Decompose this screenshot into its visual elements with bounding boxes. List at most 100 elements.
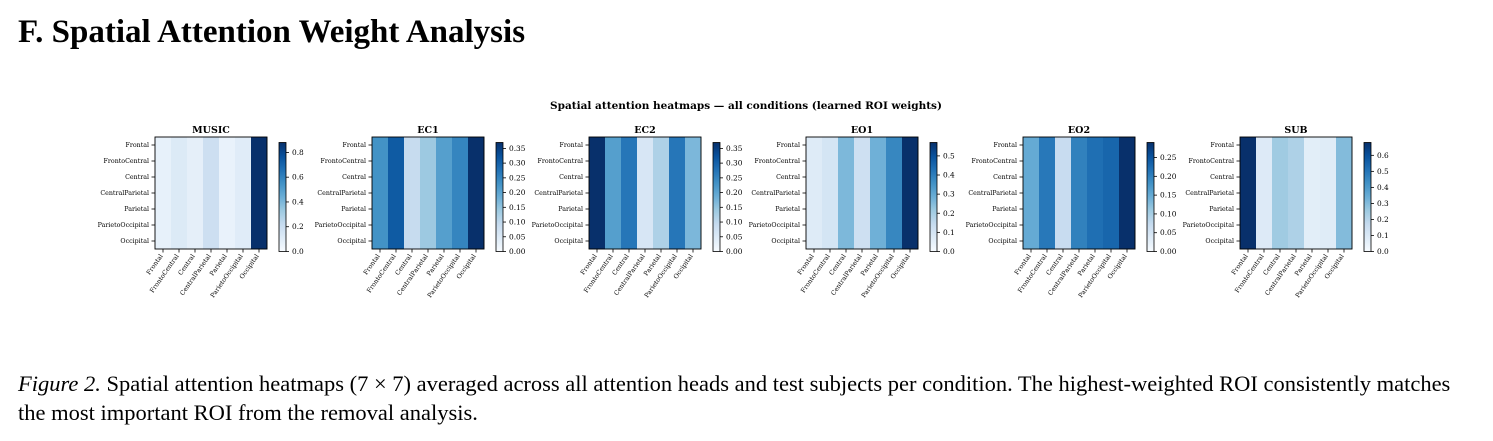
heatmap-cell <box>1087 233 1104 250</box>
heatmap-cell <box>1023 153 1040 170</box>
heatmap-cell <box>838 185 855 202</box>
heatmap-cell <box>822 201 839 218</box>
heatmap-cell <box>902 201 919 218</box>
heatmap-cell <box>219 201 236 218</box>
heatmap-cell <box>589 169 606 186</box>
heatmap-cell <box>685 233 702 250</box>
heatmap-cell <box>902 137 919 154</box>
heatmap-cell <box>685 137 702 154</box>
heatmap-cell <box>605 201 622 218</box>
figure-title: Spatial attention heatmaps — all conditi… <box>550 100 942 112</box>
heatmap-cell <box>388 185 405 202</box>
y-tick-label: ParietoOccipital <box>749 222 800 229</box>
heatmap-cell <box>1055 201 1072 218</box>
heatmap-cell <box>1272 137 1289 154</box>
panel-title: EC2 <box>634 125 655 136</box>
heatmap-cell <box>621 153 638 170</box>
colorbar-tick-label: 0.10 <box>1160 209 1177 218</box>
heatmap-panel-music: MUSIC Frontal FrontoCentral Central CentralP… <box>98 125 304 299</box>
heatmap-cell <box>203 153 220 170</box>
heatmap-cell <box>806 233 823 250</box>
heatmap-cell <box>854 153 871 170</box>
heatmap-cell <box>1336 201 1353 218</box>
heatmap-cell <box>372 233 389 250</box>
heatmap-cell <box>251 201 268 218</box>
heatmap-cell <box>902 169 919 186</box>
heatmap-cell <box>1304 217 1321 234</box>
heatmap-cell <box>669 185 686 202</box>
heatmap-cell <box>589 153 606 170</box>
heatmap-cell <box>806 137 823 154</box>
heatmap-cell <box>822 169 839 186</box>
heatmap-cell <box>1055 169 1072 186</box>
heatmap-cell <box>1119 137 1136 154</box>
y-tick-label: Occipital <box>988 238 1017 245</box>
y-tick-label: Frontal <box>776 142 800 149</box>
colorbar-tick-label: 0.15 <box>509 203 526 212</box>
heatmap-cell <box>155 233 172 250</box>
heatmap-cell <box>1320 201 1337 218</box>
y-tick-label: CentralParietal <box>751 190 800 197</box>
heatmap-cell <box>1039 233 1056 250</box>
heatmap-cell <box>1039 169 1056 186</box>
heatmap-cell <box>1103 185 1120 202</box>
heatmap-cell <box>637 201 654 218</box>
heatmap-cell <box>806 153 823 170</box>
heatmap-cell <box>1304 185 1321 202</box>
colorbar-tick-label: 0.05 <box>509 232 526 241</box>
heatmap-cell <box>838 201 855 218</box>
heatmap-cell <box>420 217 437 234</box>
heatmap-cell <box>1103 153 1120 170</box>
heatmap-cell <box>886 137 903 154</box>
heatmap-cell <box>838 169 855 186</box>
heatmap-cell <box>1023 169 1040 186</box>
heatmap-cell <box>637 153 654 170</box>
heatmap-cell <box>452 233 469 250</box>
heatmap-cell <box>388 137 405 154</box>
heatmap-cell <box>653 217 670 234</box>
heatmap-cell <box>452 153 469 170</box>
panel-title: EO1 <box>851 125 873 136</box>
heatmap-cell <box>203 233 220 250</box>
heatmap-cell <box>886 169 903 186</box>
heatmap-cell <box>155 201 172 218</box>
heatmap-cell <box>1039 153 1056 170</box>
heatmap-cell <box>1336 137 1353 154</box>
heatmap-cell <box>1240 153 1257 170</box>
heatmap-cell <box>822 217 839 234</box>
colorbar-tick-label: 0.4 <box>943 171 955 180</box>
y-tick-label: CentralParietal <box>534 190 583 197</box>
heatmap-cell <box>1288 169 1305 186</box>
heatmap-cell <box>1336 153 1353 170</box>
heatmap-cell <box>669 137 686 154</box>
heatmap-cell <box>1240 217 1257 234</box>
panel-title: EO2 <box>1068 125 1090 136</box>
heatmap-cell <box>219 233 236 250</box>
heatmap-cell <box>637 233 654 250</box>
y-tick-label: CentralParietal <box>317 190 366 197</box>
heatmap-cell <box>1071 217 1088 234</box>
heatmap-cell <box>219 153 236 170</box>
heatmap-cell <box>436 217 453 234</box>
colorbar-tick-label: 0.25 <box>726 173 743 182</box>
heatmap-cell <box>621 201 638 218</box>
heatmap-cell <box>589 137 606 154</box>
heatmap-cell <box>388 169 405 186</box>
heatmap-cell <box>1320 233 1337 250</box>
heatmap-cell <box>653 201 670 218</box>
colorbar <box>1146 142 1155 252</box>
heatmap-cell <box>404 169 421 186</box>
heatmap-cell <box>1023 233 1040 250</box>
heatmap-cell <box>187 169 204 186</box>
heatmap-cell <box>902 185 919 202</box>
colorbar-tick-label: 0.2 <box>292 222 304 231</box>
heatmap-cell <box>1103 217 1120 234</box>
heatmap-cell <box>1039 137 1056 154</box>
heatmap-cell <box>621 185 638 202</box>
heatmap-cell <box>653 169 670 186</box>
heatmap-panel-ec1: EC1 Frontal FrontoCentral Central CentralPar… <box>315 125 526 299</box>
heatmap-cell <box>1240 201 1257 218</box>
heatmap-cell <box>187 137 204 154</box>
heatmap-cell <box>1087 217 1104 234</box>
heatmap-cell <box>171 169 188 186</box>
